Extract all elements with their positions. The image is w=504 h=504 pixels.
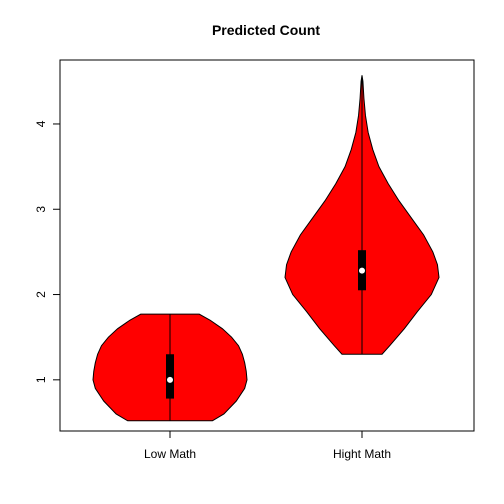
iqr-box-low-math [166, 354, 174, 399]
median-point-hight-math [359, 267, 365, 274]
chart-title: Predicted Count [212, 22, 320, 38]
y-tick-label-1: 1 [34, 376, 48, 383]
x-tick-label-hight-math: Hight Math [333, 447, 391, 461]
y-axis: 1 2 3 4 [34, 120, 61, 383]
violins-group [92, 75, 440, 422]
y-tick-label-3: 3 [34, 206, 48, 213]
y-tick-label-4: 4 [34, 120, 48, 127]
x-axis: Low Math Hight Math [144, 430, 391, 461]
y-tick-label-2: 2 [34, 291, 48, 298]
median-point-low-math [167, 376, 173, 383]
x-tick-label-low-math: Low Math [144, 447, 196, 461]
